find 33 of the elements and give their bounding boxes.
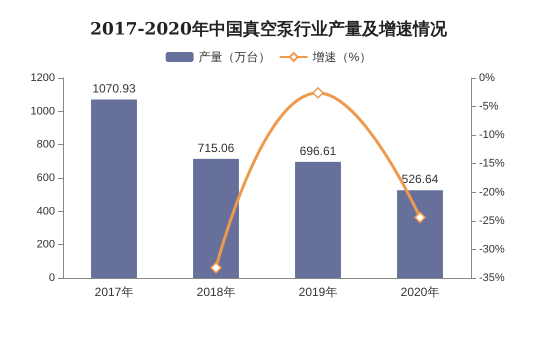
data-label: 526.64 [402, 172, 439, 186]
y-tick-label: 200 [36, 238, 55, 251]
y-tick-label: 1000 [30, 105, 55, 118]
y2-tick-label: -25% [479, 214, 505, 227]
y2-tick-label: -10% [479, 129, 505, 142]
legend-label: 产量（万台） [198, 50, 271, 64]
y2-tick-label: -5% [479, 100, 499, 113]
y2-tick-label: -35% [479, 272, 505, 284]
x-tick-label: 2017年 [94, 285, 134, 299]
bar [193, 158, 239, 278]
y2-tick-label: -20% [479, 186, 505, 198]
data-label: 1070.93 [92, 82, 136, 96]
point [312, 87, 324, 99]
chart-title: 2017-2020年中国真空泵行业产量及增速情况 [90, 20, 448, 40]
y-tick-label: 0 [48, 272, 55, 284]
y2-tick-label: -30% [479, 243, 505, 256]
y-tick-label: 1200 [30, 72, 55, 84]
x-tick-label: 2018年 [196, 285, 236, 299]
data-label: 715.06 [198, 140, 235, 155]
bar [91, 100, 137, 278]
point [414, 212, 426, 224]
y2-tick-label: -15% [479, 158, 505, 170]
x-tick-label: 2019年 [298, 285, 338, 299]
x-tick-label: 2020年 [400, 285, 440, 299]
legend-label: 增速（%） [312, 50, 372, 64]
bar [397, 190, 443, 278]
point [210, 262, 222, 274]
data-label: 696.61 [300, 144, 337, 158]
y-tick-label: 600 [36, 172, 55, 184]
y2-tick-label: 0% [479, 72, 496, 84]
y-tick-label: 400 [36, 205, 55, 218]
y-tick-label: 800 [36, 138, 55, 151]
bar [295, 162, 341, 278]
